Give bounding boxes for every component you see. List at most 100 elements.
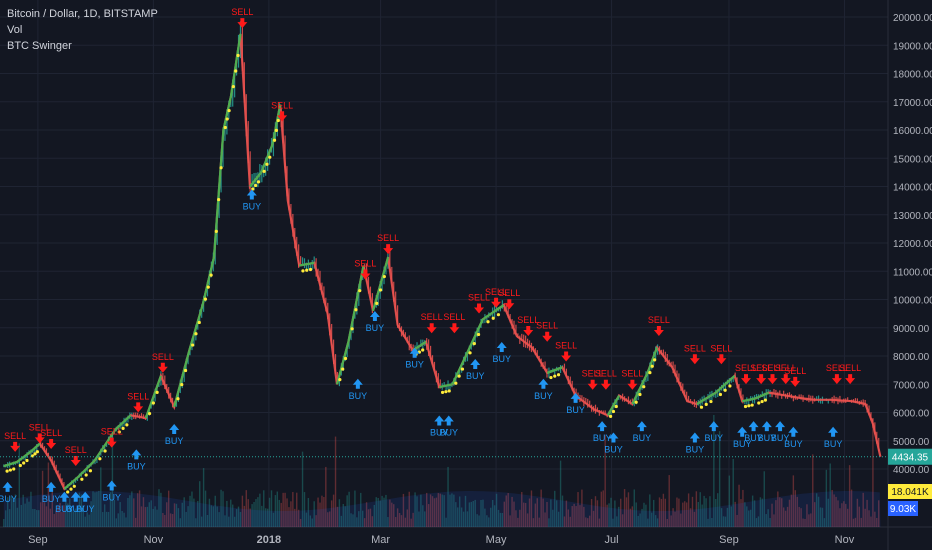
- sell-label: SELL: [421, 312, 443, 322]
- buy-label: BUY: [66, 504, 85, 514]
- volume-bar: [175, 503, 178, 527]
- sell-arrow-icon: [542, 331, 553, 342]
- volume-bar: [297, 509, 300, 527]
- indicator-dot: [80, 477, 84, 481]
- indicator-dot: [723, 388, 727, 392]
- volume-bar: [497, 509, 500, 527]
- buy-signal: BUY: [76, 491, 94, 514]
- volume-bar: [641, 508, 643, 527]
- volume-bar: [557, 511, 560, 527]
- sell-label: SELL: [784, 366, 806, 376]
- volume-bar: [65, 499, 67, 527]
- volume-bar: [288, 507, 290, 527]
- indicator-legend[interactable]: BTC Swinger: [7, 40, 72, 52]
- volume-bar: [102, 512, 104, 527]
- volume-bar: [72, 511, 75, 527]
- time-axis[interactable]: Sep Nov 2018 Mar May Jul Sep Nov: [28, 534, 855, 546]
- volume-bar: [127, 497, 129, 527]
- sell-signal: SELL: [354, 259, 376, 280]
- volume-bar: [352, 514, 354, 527]
- sell-signal: SELL: [826, 363, 848, 385]
- buy-label: BUY: [430, 428, 449, 438]
- buy-label: BUY: [705, 433, 724, 443]
- volume-bar: [554, 490, 556, 527]
- volume-bar: [45, 506, 48, 527]
- price-axis[interactable]: 4000.00 5000.00 6000.00 7000.00 8000.00 9000.…: [893, 13, 932, 476]
- volume-bar: [734, 501, 736, 527]
- buy-label: BUY: [604, 444, 623, 454]
- volume-bar: [286, 498, 288, 527]
- volume-bar: [140, 506, 143, 527]
- buy-arrow-icon: [708, 421, 719, 432]
- volume-bar: [18, 443, 21, 527]
- volume-bar: [406, 509, 409, 527]
- volume-bar: [571, 506, 573, 527]
- sell-label: SELL: [750, 363, 772, 373]
- sell-arrow-icon: [627, 379, 638, 390]
- volume-bar: [232, 504, 234, 527]
- volume-bar: [173, 503, 176, 527]
- volume-bar: [466, 511, 469, 527]
- volume-legend[interactable]: Vol: [7, 24, 23, 36]
- volume-bar: [292, 492, 294, 527]
- volume-bar: [540, 489, 542, 527]
- volume-bar: [651, 512, 653, 527]
- volume-bar: [80, 494, 83, 527]
- buy-label: BUY: [633, 433, 652, 443]
- sell-signal: SELL: [4, 431, 26, 452]
- volume-bar: [486, 515, 488, 527]
- buy-signal: BUY: [705, 421, 724, 443]
- indicator-line-up: [249, 171, 263, 188]
- sell-signal: SELL: [621, 369, 643, 390]
- sell-label: SELL: [65, 445, 87, 455]
- volume-bar: [307, 498, 310, 527]
- volume-bar: [623, 489, 626, 527]
- volume-bar: [724, 516, 727, 527]
- buy-signal: BUY: [784, 426, 803, 449]
- volume-bar: [290, 501, 292, 527]
- volume-bar: [191, 491, 193, 527]
- volume-bar: [136, 493, 139, 527]
- volume-bar: [876, 517, 878, 527]
- buy-arrow-icon: [748, 421, 759, 432]
- buy-arrow-icon: [636, 421, 647, 432]
- buy-arrow-icon: [828, 426, 839, 437]
- indicator-dot: [634, 400, 638, 404]
- volume-bar: [371, 516, 374, 527]
- indicator-dot: [757, 401, 761, 405]
- volume-bar: [394, 517, 397, 527]
- volume-bar: [334, 436, 337, 527]
- volume-bar: [784, 510, 787, 527]
- indicator-dot: [699, 405, 704, 409]
- volume-bar: [526, 513, 529, 527]
- volume-bar: [276, 491, 279, 527]
- buy-signal: BUY: [733, 426, 751, 449]
- volume-bar: [843, 501, 845, 527]
- indicator-dot: [236, 53, 240, 58]
- volume-bar: [36, 510, 38, 527]
- volume-bar: [332, 494, 335, 527]
- volume-bar: [740, 499, 742, 527]
- buy-label: BUY: [534, 391, 553, 401]
- volume-label: 18.041K: [891, 487, 929, 498]
- volume-bar: [239, 511, 242, 527]
- volume-bar: [299, 518, 302, 527]
- volume-bar: [28, 501, 30, 527]
- symbol-title[interactable]: Bitcoin / Dollar, 1D, BITSTAMP: [7, 8, 158, 20]
- sell-signal: SELL: [784, 366, 806, 387]
- indicator-dot: [180, 383, 184, 387]
- indicator-dot: [378, 288, 383, 292]
- indicator-dot: [151, 401, 155, 405]
- volume-bar: [365, 502, 368, 527]
- volume-bar: [266, 508, 269, 527]
- volume-bar: [360, 492, 362, 527]
- buy-signal: BUY: [42, 481, 60, 504]
- buy-arrow-icon: [689, 432, 700, 443]
- sell-arrow-icon: [831, 374, 842, 385]
- volume-bar: [695, 491, 698, 527]
- volume-bar: [691, 496, 694, 527]
- volume-bar: [581, 489, 583, 527]
- volume-bar: [631, 506, 634, 527]
- indicator-line-up: [144, 375, 162, 419]
